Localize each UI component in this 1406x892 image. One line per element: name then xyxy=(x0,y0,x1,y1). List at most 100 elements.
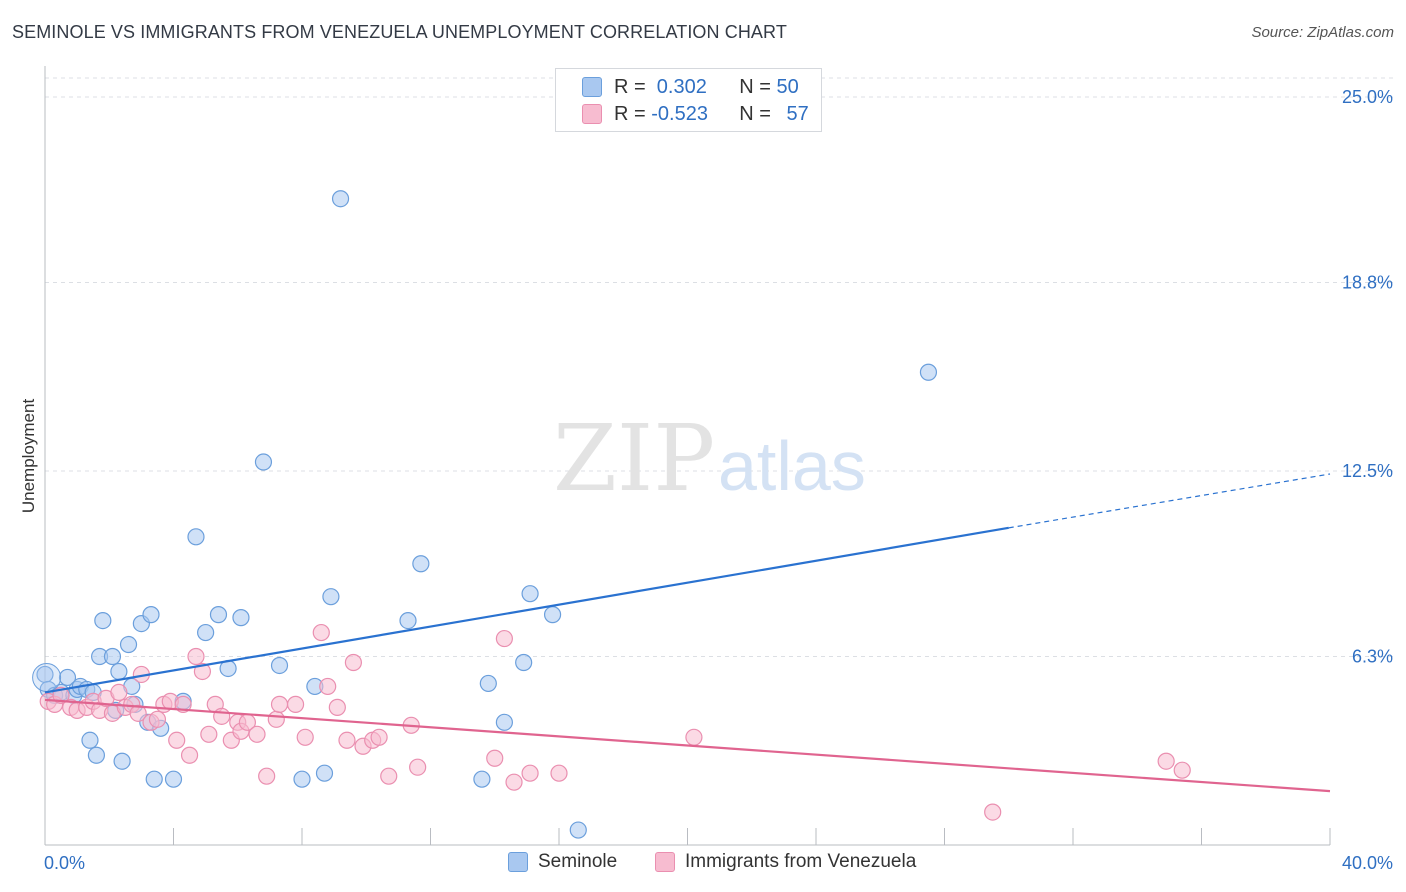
venezuela-point xyxy=(521,764,539,782)
seminole-point xyxy=(209,606,228,624)
seminole-point xyxy=(254,453,273,471)
seminole-point xyxy=(322,588,340,606)
venezuela-point xyxy=(344,653,362,672)
seminole-point xyxy=(145,770,163,788)
venezuela-point xyxy=(409,758,427,776)
seminole-trend-line xyxy=(44,526,1009,694)
trend-lines xyxy=(44,473,1331,793)
x-tick-label-max: 40.0% xyxy=(1342,853,1393,873)
watermark-zip: ZIP xyxy=(553,405,715,512)
venezuela-point xyxy=(338,731,356,749)
watermark-atlas: atlas xyxy=(718,427,866,505)
seminole-point xyxy=(164,770,183,788)
venezuela-point xyxy=(270,695,289,713)
venezuela-point xyxy=(248,725,266,743)
seminole-point xyxy=(187,528,205,546)
seminole-point xyxy=(32,662,62,692)
seminole-swatch xyxy=(508,852,528,872)
seminole-point xyxy=(113,752,131,770)
legend-row-seminole: R = 0.302 N = 50 xyxy=(582,74,799,100)
n-label: N = xyxy=(739,75,777,98)
seminole-point xyxy=(119,635,138,654)
seminole-point xyxy=(94,611,112,630)
seminole-point xyxy=(919,363,938,381)
venezuela-point xyxy=(1173,761,1191,779)
watermark: ZIP atlas xyxy=(553,405,866,512)
venezuela-point xyxy=(312,623,330,642)
venezuela-point xyxy=(328,698,346,716)
grid-lines xyxy=(45,77,1395,658)
seminole-point xyxy=(521,585,539,603)
legend-item-seminole[interactable]: Seminole xyxy=(508,851,617,873)
seminole-point xyxy=(543,606,562,624)
venezuela-point xyxy=(148,710,167,728)
venezuela-point xyxy=(1157,752,1175,770)
seminole-point xyxy=(495,713,513,731)
venezuela-swatch xyxy=(582,104,602,124)
venezuela-trend-line xyxy=(44,698,1331,793)
venezuela-point xyxy=(319,677,337,696)
seminole-point xyxy=(293,770,311,788)
r-value: -0.523 xyxy=(651,102,708,125)
chart-title: SEMINOLE VS IMMIGRANTS FROM VENEZUELA UN… xyxy=(12,22,787,42)
seminole-point xyxy=(270,656,289,675)
r-label: R = xyxy=(614,75,652,98)
venezuela-point xyxy=(168,731,186,749)
r-label: R = xyxy=(614,102,652,125)
seminole-point xyxy=(232,609,250,627)
venezuela-point xyxy=(110,683,128,702)
series-legend: Seminole Immigrants from Venezuela xyxy=(0,851,1406,877)
seminole-point xyxy=(399,611,417,630)
y-axis-label: Unemployment xyxy=(19,399,38,514)
legend-label: Immigrants from Venezuela xyxy=(685,851,917,872)
venezuela-point xyxy=(296,728,314,746)
seminole-point xyxy=(87,746,106,764)
r-value: 0.302 xyxy=(651,75,707,98)
seminole-point xyxy=(473,770,491,788)
seminole-point xyxy=(103,647,122,666)
seminole-point xyxy=(142,606,160,624)
venezuela-point xyxy=(495,629,513,648)
y-tick-labels: 6.3% 12.5% 18.8% 25.0% xyxy=(1342,87,1393,667)
seminole-trend-extension xyxy=(1008,473,1331,529)
x-tick-labels: 0.0% 40.0% xyxy=(44,853,1393,873)
legend-label: Seminole xyxy=(538,851,618,872)
seminole-point xyxy=(315,764,334,782)
venezuela-point xyxy=(213,707,231,725)
y-tick-label: 18.8% xyxy=(1342,273,1393,293)
data-points xyxy=(32,190,1191,839)
venezuela-point xyxy=(187,647,205,666)
seminole-point xyxy=(412,555,430,573)
venezuela-swatch xyxy=(655,852,675,872)
seminole-point xyxy=(197,623,215,642)
venezuela-point xyxy=(685,728,703,746)
venezuela-point xyxy=(984,803,1002,821)
venezuela-point xyxy=(200,725,218,743)
n-value: 57 xyxy=(786,102,809,125)
venezuela-point xyxy=(486,749,504,767)
seminole-point xyxy=(479,674,497,693)
venezuela-point xyxy=(258,767,276,785)
seminole-point xyxy=(110,662,128,681)
n-label: N = xyxy=(739,102,777,125)
venezuela-point xyxy=(370,728,388,746)
n-value: 50 xyxy=(776,75,799,98)
source-label: Source: ZipAtlas.com xyxy=(1251,24,1394,41)
venezuela-point xyxy=(129,704,147,722)
seminole-point xyxy=(569,821,587,839)
legend-row-venezuela: R = -0.523 N = 57 xyxy=(582,101,809,127)
seminole-point xyxy=(58,668,77,687)
y-tick-label: 6.3% xyxy=(1352,647,1393,667)
legend-item-venezuela[interactable]: Immigrants from Venezuela xyxy=(655,851,916,873)
venezuela-point xyxy=(180,746,199,764)
venezuela-point xyxy=(550,764,568,782)
venezuela-point xyxy=(267,710,285,728)
seminole-point xyxy=(81,731,99,749)
venezuela-point xyxy=(193,662,212,681)
correlation-legend: R = 0.302 N = 50 R = -0.523 N = 57 xyxy=(555,68,822,132)
venezuela-point xyxy=(380,767,398,785)
axes xyxy=(44,66,1331,846)
x-tick-label-min: 0.0% xyxy=(44,853,85,873)
seminole-point xyxy=(331,190,350,208)
venezuela-point xyxy=(286,695,305,713)
